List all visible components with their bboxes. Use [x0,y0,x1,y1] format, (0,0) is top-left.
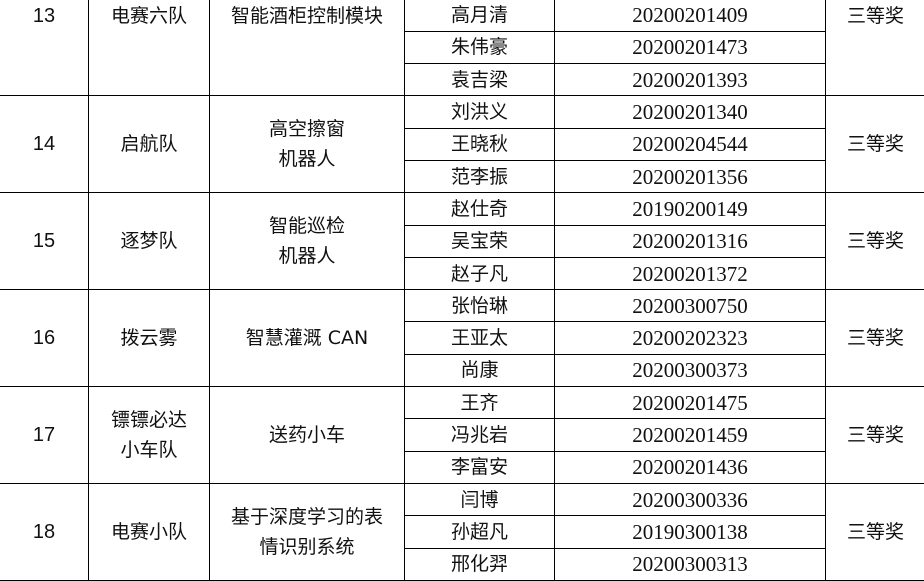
team-name-line: 启航队 [120,133,178,156]
member-name: 范李振 [404,159,555,194]
team-number: 14 [0,95,89,194]
project-name: 智慧灌溉 CAN [209,289,405,388]
student-id: 20200201475 [554,386,826,420]
table-row: 17 镖镖必达 小车队 送药小车 王齐 20200201475 三等奖 [0,386,924,484]
project-name-line: 机器人 [278,245,336,268]
student-id: 20200201409 [554,0,826,32]
student-id: 20200201393 [554,63,826,97]
table-row: 李富安 20200201436 [0,450,924,484]
team-number: 17 [0,386,89,484]
team-name-line: 电赛六队 [110,5,187,27]
table-row: 冯兆岩 20200201459 [0,418,924,452]
project-name-line: 情识别系统 [259,535,355,558]
team-number: 16 [0,289,89,388]
student-id: 20200201316 [554,224,826,258]
member-name: 赵子凡 [404,256,555,291]
student-id: 20200201340 [554,95,826,129]
table-row: 袁吉梁 20200201393 [0,63,924,97]
team-number: 13 [0,0,89,97]
member-name: 王晓秋 [404,127,555,161]
project-name-line: 机器人 [278,148,336,171]
project-name-line: 智能酒柜控制模块 [230,5,383,27]
member-name: 赵仕奇 [404,192,555,226]
student-id: 20200300313 [554,547,826,581]
award: 三等奖 [825,289,924,388]
student-id: 20200201356 [554,159,826,194]
award: 三等奖 [825,192,924,291]
team-name: 电赛六队 [88,0,210,97]
project-name-line: 基于深度学习的表 [230,505,383,528]
table-row: 13 电赛六队 智能酒柜控制模块 高月清 20200201409 三等奖 [0,0,924,97]
student-id: 20200204544 [554,127,826,161]
project-name: 高空擦窗 机器人 [209,95,405,194]
table-row: 14 启航队 高空擦窗 机器人 刘洪义 20200201340 三等奖 [0,95,924,194]
team-name-line: 小车队 [120,439,178,461]
project-name: 送药小车 [209,386,405,484]
award: 三等奖 [825,0,924,97]
award: 三等奖 [825,482,924,581]
student-id: 20200300373 [554,353,826,388]
team-name: 拨云雾 [88,289,210,388]
team-name-line: 镖镖必达 [110,409,187,431]
project-name: 基于深度学习的表 情识别系统 [209,482,405,581]
project-name: 智能酒柜控制模块 [209,0,405,97]
student-id: 20200201372 [554,256,826,291]
team-name: 逐梦队 [88,192,210,291]
table-row: 王亚太 20200202323 [0,321,924,355]
member-name: 吴宝荣 [404,224,555,258]
team-number: 18 [0,482,89,581]
member-name: 邢化羿 [404,547,555,581]
team-name: 镖镖必达 小车队 [88,386,210,484]
student-id: 20200201473 [554,30,826,65]
member-name: 孙超凡 [404,515,555,549]
student-id: 20200202323 [554,321,826,355]
member-name: 李富安 [404,450,555,484]
project-name-line: 智能巡检 [268,215,345,238]
member-name: 朱伟豪 [404,30,555,65]
table-row: 18 电赛小队 基于深度学习的表 情识别系统 闫博 20200300336 三等奖 [0,482,924,581]
team-name-line: 拨云雾 [120,327,178,350]
table-row: 孙超凡 20190300138 [0,515,924,549]
team-name: 启航队 [88,95,210,194]
award: 三等奖 [825,95,924,194]
member-name: 袁吉梁 [404,63,555,97]
student-id: 20190300138 [554,515,826,549]
member-name: 尚康 [404,353,555,388]
member-name: 王亚太 [404,321,555,355]
project-name-line: 智慧灌溉 CAN [245,327,369,350]
student-id: 20200201459 [554,418,826,452]
project-name-line: 高空擦窗 [268,118,345,141]
table-row: 邢化羿 20200300313 [0,547,924,581]
table-row: 15 逐梦队 智能巡检 机器人 赵仕奇 20190200149 三等奖 [0,192,924,291]
team-name: 电赛小队 [88,482,210,581]
award: 三等奖 [825,386,924,484]
member-name: 刘洪义 [404,95,555,129]
team-name-line: 电赛小队 [110,520,187,543]
member-name: 王齐 [404,386,555,420]
member-name: 张怡琳 [404,289,555,323]
table-row: 16 拨云雾 智慧灌溉 CAN 张怡琳 20200300750 三等奖 [0,289,924,388]
team-name-line: 逐梦队 [120,230,178,253]
table-row: 朱伟豪 20200201473 [0,30,924,65]
member-name: 闫博 [404,482,555,517]
student-id: 20200201436 [554,450,826,484]
student-id: 20200300336 [554,482,826,517]
team-number: 15 [0,192,89,291]
project-name-line: 送药小车 [268,424,345,446]
member-name: 冯兆岩 [404,418,555,452]
student-id: 20190200149 [554,192,826,226]
table-row: 尚康 20200300373 [0,353,924,388]
table-row: 赵子凡 20200201372 [0,256,924,291]
project-name: 智能巡检 机器人 [209,192,405,291]
member-name: 高月清 [404,0,555,32]
student-id: 20200300750 [554,289,826,323]
